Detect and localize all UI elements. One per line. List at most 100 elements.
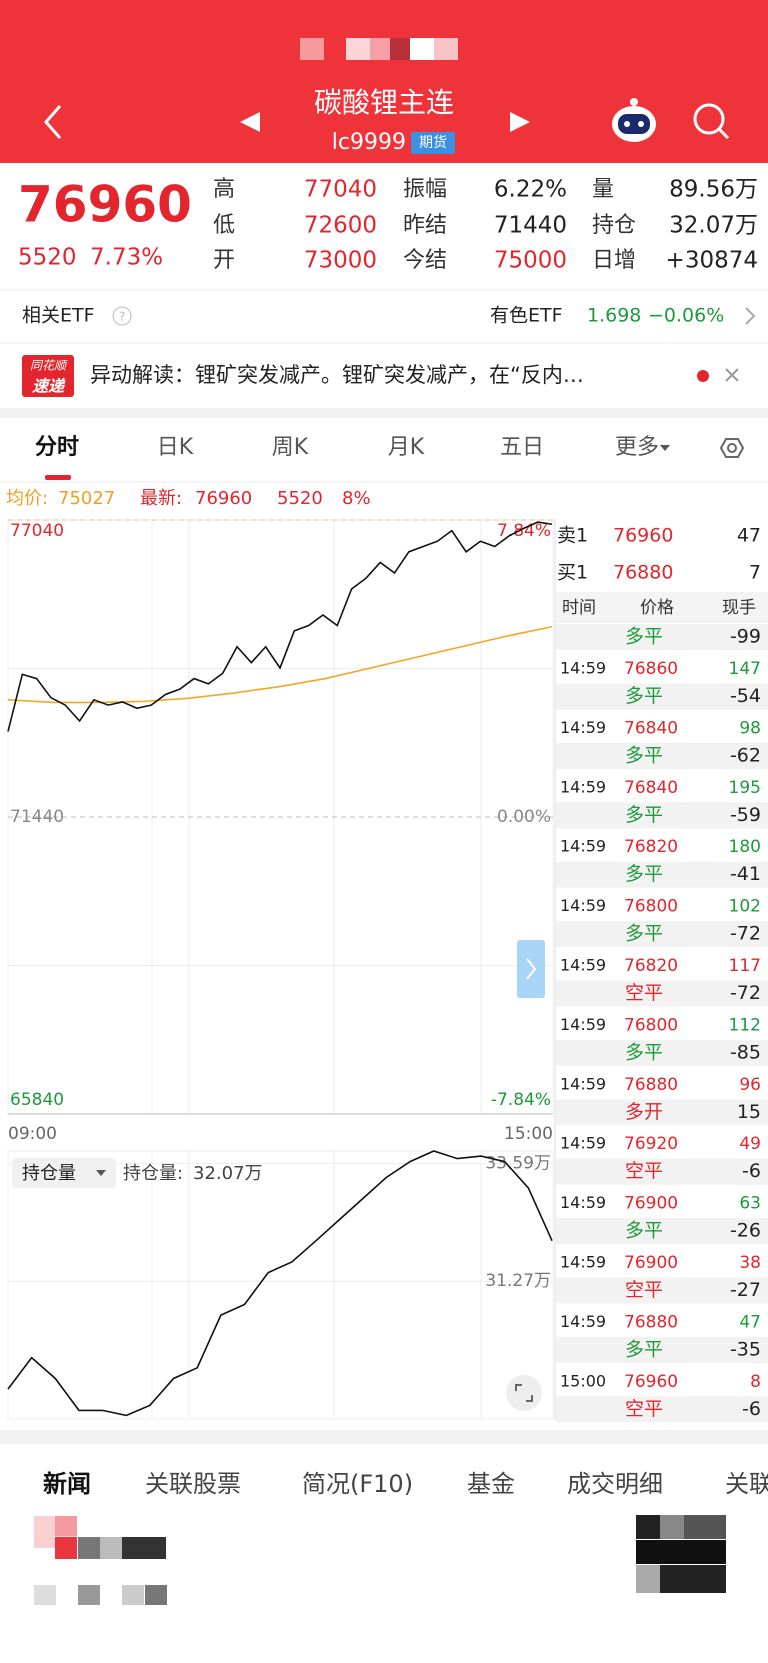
pct-label: 0.00% [497,807,551,827]
field-value: 75000 [494,248,567,274]
field-label: 今结 [403,248,447,273]
trade-type: 多平 [625,1220,663,1242]
tabs: 分时 日K 周K 月K 五日 更多 [35,435,670,460]
avg-label: 均价: [6,488,48,509]
change: 5520 [18,245,77,271]
tab[interactable]: 五日 [500,435,544,460]
bottom-tab[interactable]: 关联 [725,1470,768,1498]
latest-change: 5520 [277,488,323,509]
news-text[interactable]: 异动解读：锂矿突发减产。锂矿突发减产，在“反内… [90,363,584,387]
trade-type: 多平 [625,804,663,826]
field-label: 低 [213,213,235,238]
bottom-tab[interactable]: 基金 [467,1470,515,1498]
trade-type: 空平 [625,1398,663,1420]
y-tick-label: 77040 [10,521,64,541]
trades-header: 时间 [562,598,596,618]
oi-selector[interactable] [12,1158,116,1188]
field-value: 77040 [304,177,377,203]
tab[interactable]: 日K [157,435,194,460]
fullscreen-button[interactable] [506,1375,542,1411]
tab[interactable]: 更多 [615,435,659,460]
type-row-bg [556,1336,768,1363]
bottom-tab[interactable]: 成交明细 [567,1470,663,1498]
trade-time: 14:59 [560,1074,606,1093]
bottom-tabs: 新闻 关联股票 简况(F10) 基金 成交明细 关联 [43,1470,768,1498]
trade-type: 多平 [625,685,663,707]
tab[interactable]: 分时 [35,435,79,460]
latest-change-pct: 8% [342,488,371,509]
trade-hand: 15 [737,1101,761,1123]
trade-type: 空平 [625,1160,663,1182]
trade-hand: -59 [730,804,761,826]
book-price: 76960 [613,525,673,547]
bottom-tab[interactable]: 新闻 [43,1470,91,1498]
tab[interactable]: 周K [272,435,309,460]
trade-type: 多平 [625,1338,663,1360]
back-button[interactable] [44,105,62,139]
x-tick-label: 09:00 [8,1124,57,1144]
trade-price: 76900 [624,1194,678,1214]
type-row-bg [556,683,768,710]
trade-hand: -41 [730,863,761,885]
trade-price: 76800 [624,897,678,917]
search-icon[interactable] [693,103,730,140]
book-side: 买1 [557,562,588,584]
trade-time: 14:59 [560,777,606,796]
oi-selector-text: 持仓量 [22,1163,76,1184]
etf-price: 1.698 [587,305,641,327]
oi-chart: 33.59万 31.27万 [7,1150,554,1420]
info-icon[interactable] [112,306,132,326]
book-qty: 47 [737,525,761,547]
y-tick-label: 33.59万 [485,1154,551,1174]
blurred-status [300,38,458,60]
type-row-bg [556,1218,768,1245]
more-arrow [660,445,670,451]
oi-value: 32.07万 [193,1163,263,1184]
x-tick-label: 15:00 [504,1124,553,1144]
avg-value: 75027 [58,488,115,509]
book-price: 76880 [613,562,673,584]
prev-button[interactable] [240,112,260,132]
trade-hand: -85 [730,1041,761,1063]
trade-time: 14:59 [560,1134,606,1153]
trade-time: 14:59 [560,718,606,737]
badge-text: 期货 [419,134,447,151]
trade-type: 多开 [625,1101,663,1123]
trade-time: 14:59 [560,956,606,975]
expand-tab[interactable] [517,940,545,998]
trade-price: 76800 [624,1015,678,1035]
bottom-tab[interactable]: 关联股票 [145,1470,241,1498]
field-label: 高 [213,177,235,202]
close-button[interactable] [725,368,739,382]
next-button[interactable] [510,112,530,132]
field-value: 73000 [304,248,377,274]
robot-icon[interactable] [612,98,656,142]
trade-vol: 98 [739,718,761,738]
etf-label: 相关ETF [22,305,95,327]
quote-fields: 高 77040 低 72600 开 73000 振幅 6.22% 昨结 71440 今结 75000 量… [213,177,758,274]
trade-vol: 195 [729,778,761,798]
tab[interactable]: 月K [388,435,425,460]
trade-hand: -6 [742,1160,761,1182]
trade-hand: -6 [742,1398,761,1420]
latest-label: 最新: [140,488,182,509]
field-value: 71440 [494,213,567,239]
bottom-tab[interactable]: 简况(F10) [302,1470,413,1498]
type-row-bg [556,1158,768,1185]
trade-time: 14:59 [560,659,606,678]
trade-time: 14:59 [560,837,606,856]
trade-hand: -99 [730,626,761,648]
field-label: 振幅 [403,177,447,202]
trade-time: 14:59 [560,896,606,915]
oi-label: 持仓量: [123,1163,183,1184]
trade-vol: 8 [750,1372,761,1392]
etf-name[interactable]: 有色ETF [490,305,563,327]
trade-hand: -72 [730,923,761,945]
field-label: 开 [213,248,235,273]
trade-vol: 147 [729,659,761,679]
field-label: 昨结 [403,213,447,238]
trade-time: 14:59 [560,1312,606,1331]
settings-icon[interactable] [719,438,745,458]
